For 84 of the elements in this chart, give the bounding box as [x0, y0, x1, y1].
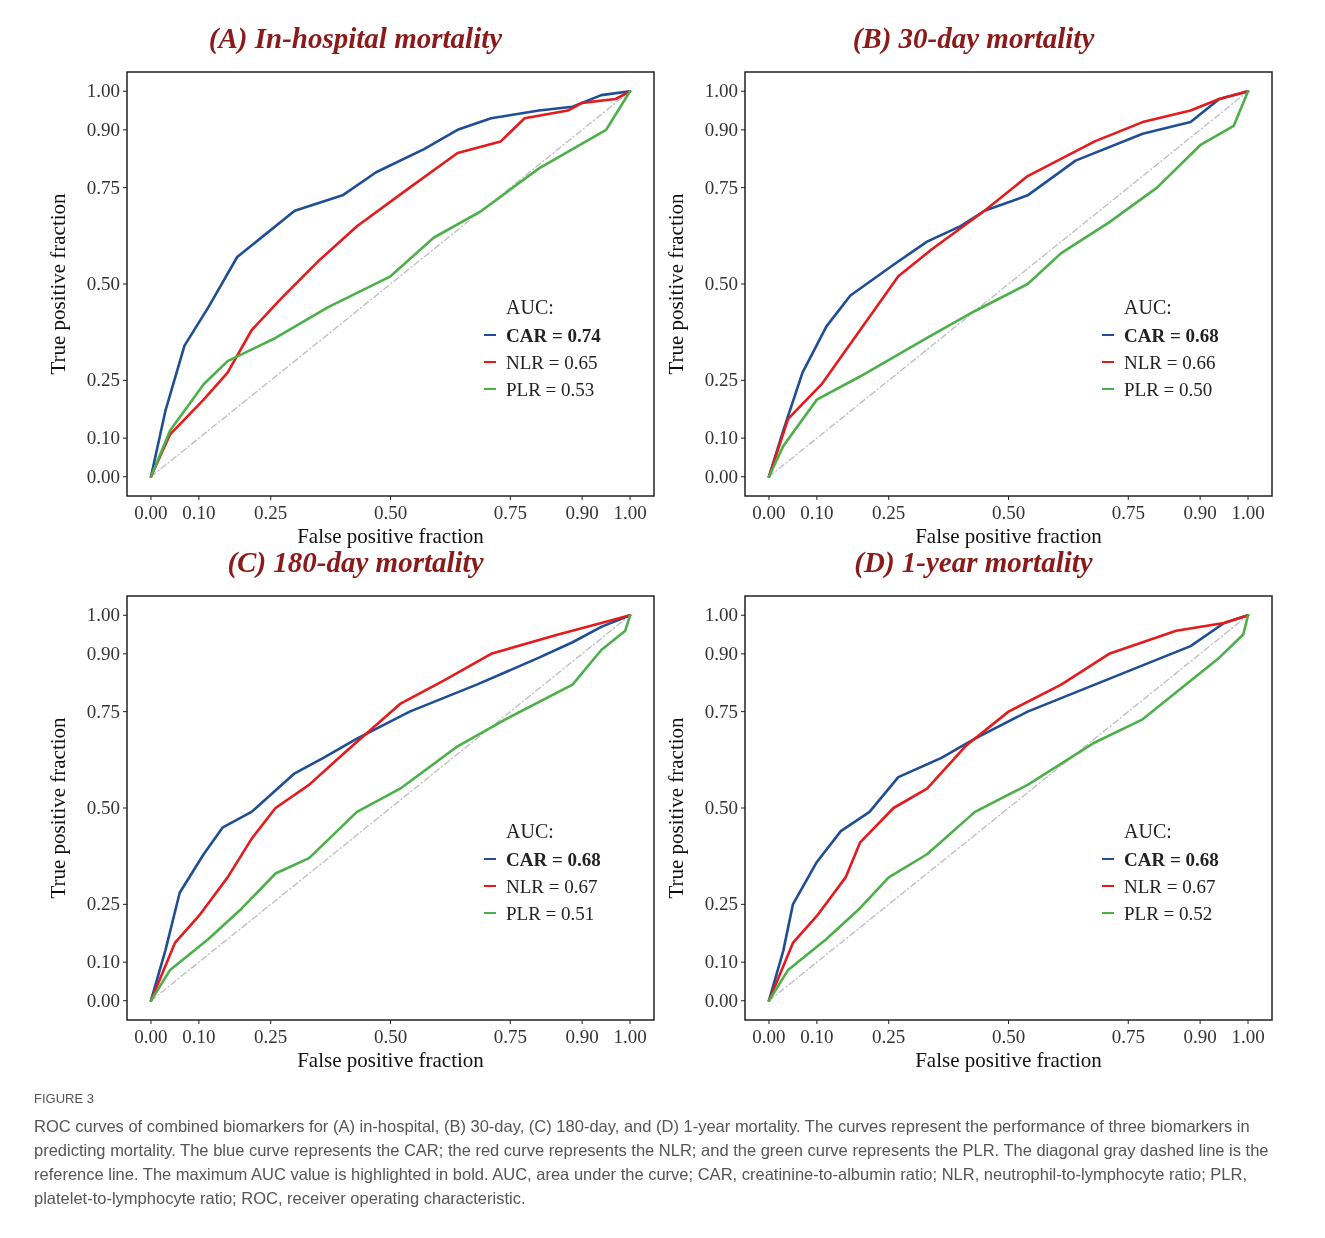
x-axis-title: False positive fraction	[297, 1048, 485, 1072]
x-tick-label: 0.75	[493, 502, 527, 523]
legend-label: PLR = 0.53	[506, 379, 595, 400]
y-axis-title: True positive fraction	[664, 192, 688, 375]
legend-label: PLR = 0.51	[506, 903, 595, 924]
x-tick-label: 0.00	[134, 502, 168, 523]
y-tick-label: 1.00	[704, 80, 738, 102]
x-tick-label: 0.25	[872, 1026, 906, 1047]
y-tick-label: 0.90	[86, 118, 120, 140]
legend-label: PLR = 0.50	[1124, 379, 1213, 400]
x-tick-label: 0.10	[182, 1026, 216, 1047]
legend-label: CAR = 0.74	[506, 325, 602, 346]
x-tick-label: 0.50	[991, 502, 1026, 523]
y-tick-label: 0.00	[704, 989, 738, 1011]
x-tick-label: 0.00	[752, 1026, 786, 1047]
y-tick-label: 0.90	[704, 118, 738, 140]
y-tick-label: 0.25	[86, 893, 120, 915]
legend-title: AUC:	[506, 296, 554, 318]
y-tick-label: 0.10	[704, 951, 738, 973]
y-tick-label: 0.00	[704, 465, 738, 487]
x-tick-label: 0.90	[1183, 1026, 1217, 1047]
y-axis-title: True positive fraction	[664, 716, 688, 899]
x-tick-label: 0.90	[1183, 502, 1217, 523]
x-tick-label: 0.25	[872, 502, 906, 523]
x-axis-title: False positive fraction	[915, 524, 1103, 548]
x-tick-label: 0.50	[373, 502, 408, 523]
x-tick-label: 0.75	[493, 1026, 527, 1047]
legend-label: PLR = 0.52	[1124, 903, 1213, 924]
text: ROC curves of combined biomarkers for (A) in-hospital, (B) 30-day, (C) 180-day, and (D) 1-year mortality. The curves represent the performance of three biomarkers in predicting mortality. The blue curve represents the CAR; the red curve represents the NLR; and the green curve represents the PLR. The diagonal gray dashed line is the reference line. The maximum AUC value is highlighted in bold. AUC, area under the curve; CAR, creatinine-to-albumin ratio; NLR, neutrophil-to-lymphocyte ratio; PLR, platelet-to-lymphocyte ratio; ROC, receiver operating characteristic.	[34, 1116, 1270, 1209]
x-tick-label: 1.00	[1231, 1026, 1265, 1047]
legend-label: NLR = 0.67	[506, 876, 598, 897]
y-tick-label: 0.75	[86, 176, 120, 198]
x-tick-label: 0.75	[1111, 502, 1145, 523]
x-axis-title: False positive fraction	[915, 1048, 1103, 1072]
y-axis-title: True positive fraction	[46, 192, 70, 375]
legend-label: CAR = 0.68	[506, 849, 601, 870]
x-tick-label: 0.25	[254, 502, 288, 523]
y-tick-label: 0.00	[86, 465, 120, 487]
y-tick-label: 1.00	[704, 604, 738, 626]
x-tick-label: 0.10	[182, 502, 216, 523]
legend-label: CAR = 0.68	[1124, 849, 1219, 870]
y-tick-label: 0.50	[704, 797, 738, 818]
x-tick-label: 0.90	[565, 1026, 599, 1047]
y-tick-label: 0.10	[704, 427, 738, 449]
y-tick-label: 0.50	[86, 797, 120, 818]
y-tick-label: 0.90	[86, 642, 120, 664]
legend-label: NLR = 0.67	[1124, 876, 1216, 897]
y-tick-label: 0.90	[704, 642, 738, 664]
legend-label: NLR = 0.65	[506, 352, 598, 373]
y-tick-label: 1.00	[86, 80, 120, 102]
x-tick-label: 1.00	[613, 1026, 647, 1047]
x-tick-label: 0.00	[752, 502, 786, 523]
legend-title: AUC:	[506, 820, 554, 842]
y-tick-label: 0.50	[86, 273, 120, 294]
x-tick-label: 0.90	[565, 502, 599, 523]
x-tick-label: 0.50	[991, 1026, 1026, 1047]
y-tick-label: 0.75	[704, 700, 738, 722]
y-tick-label: 0.25	[704, 369, 738, 391]
y-axis-title: True positive fraction	[46, 716, 70, 899]
x-tick-label: 0.25	[254, 1026, 288, 1047]
y-tick-label: 0.75	[704, 176, 738, 198]
legend-label: CAR = 0.68	[1124, 325, 1219, 346]
y-tick-label: 0.10	[86, 951, 120, 973]
chart-title: (B) 30-day mortality	[852, 22, 1095, 55]
y-tick-label: 0.75	[86, 700, 120, 722]
y-tick-label: 0.25	[86, 369, 120, 391]
legend-label: NLR = 0.66	[1124, 352, 1216, 373]
x-tick-label: 0.10	[800, 502, 834, 523]
x-tick-label: 0.50	[373, 1026, 408, 1047]
legend-title: AUC:	[1124, 820, 1172, 842]
x-tick-label: 0.75	[1111, 1026, 1145, 1047]
y-tick-label: 0.50	[704, 273, 738, 294]
y-tick-label: 0.10	[86, 427, 120, 449]
y-tick-label: 1.00	[86, 604, 120, 626]
x-tick-label: 1.00	[1231, 502, 1265, 523]
x-axis-title: False positive fraction	[297, 524, 485, 548]
chart-title: (A) In-hospital mortality	[208, 22, 503, 55]
legend-title: AUC:	[1124, 296, 1172, 318]
caption: FIGURE 3	[34, 1091, 95, 1106]
x-tick-label: 1.00	[613, 502, 647, 523]
y-tick-label: 0.00	[86, 989, 120, 1011]
x-tick-label: 0.10	[800, 1026, 834, 1047]
y-tick-label: 0.25	[704, 893, 738, 915]
x-tick-label: 0.00	[134, 1026, 168, 1047]
